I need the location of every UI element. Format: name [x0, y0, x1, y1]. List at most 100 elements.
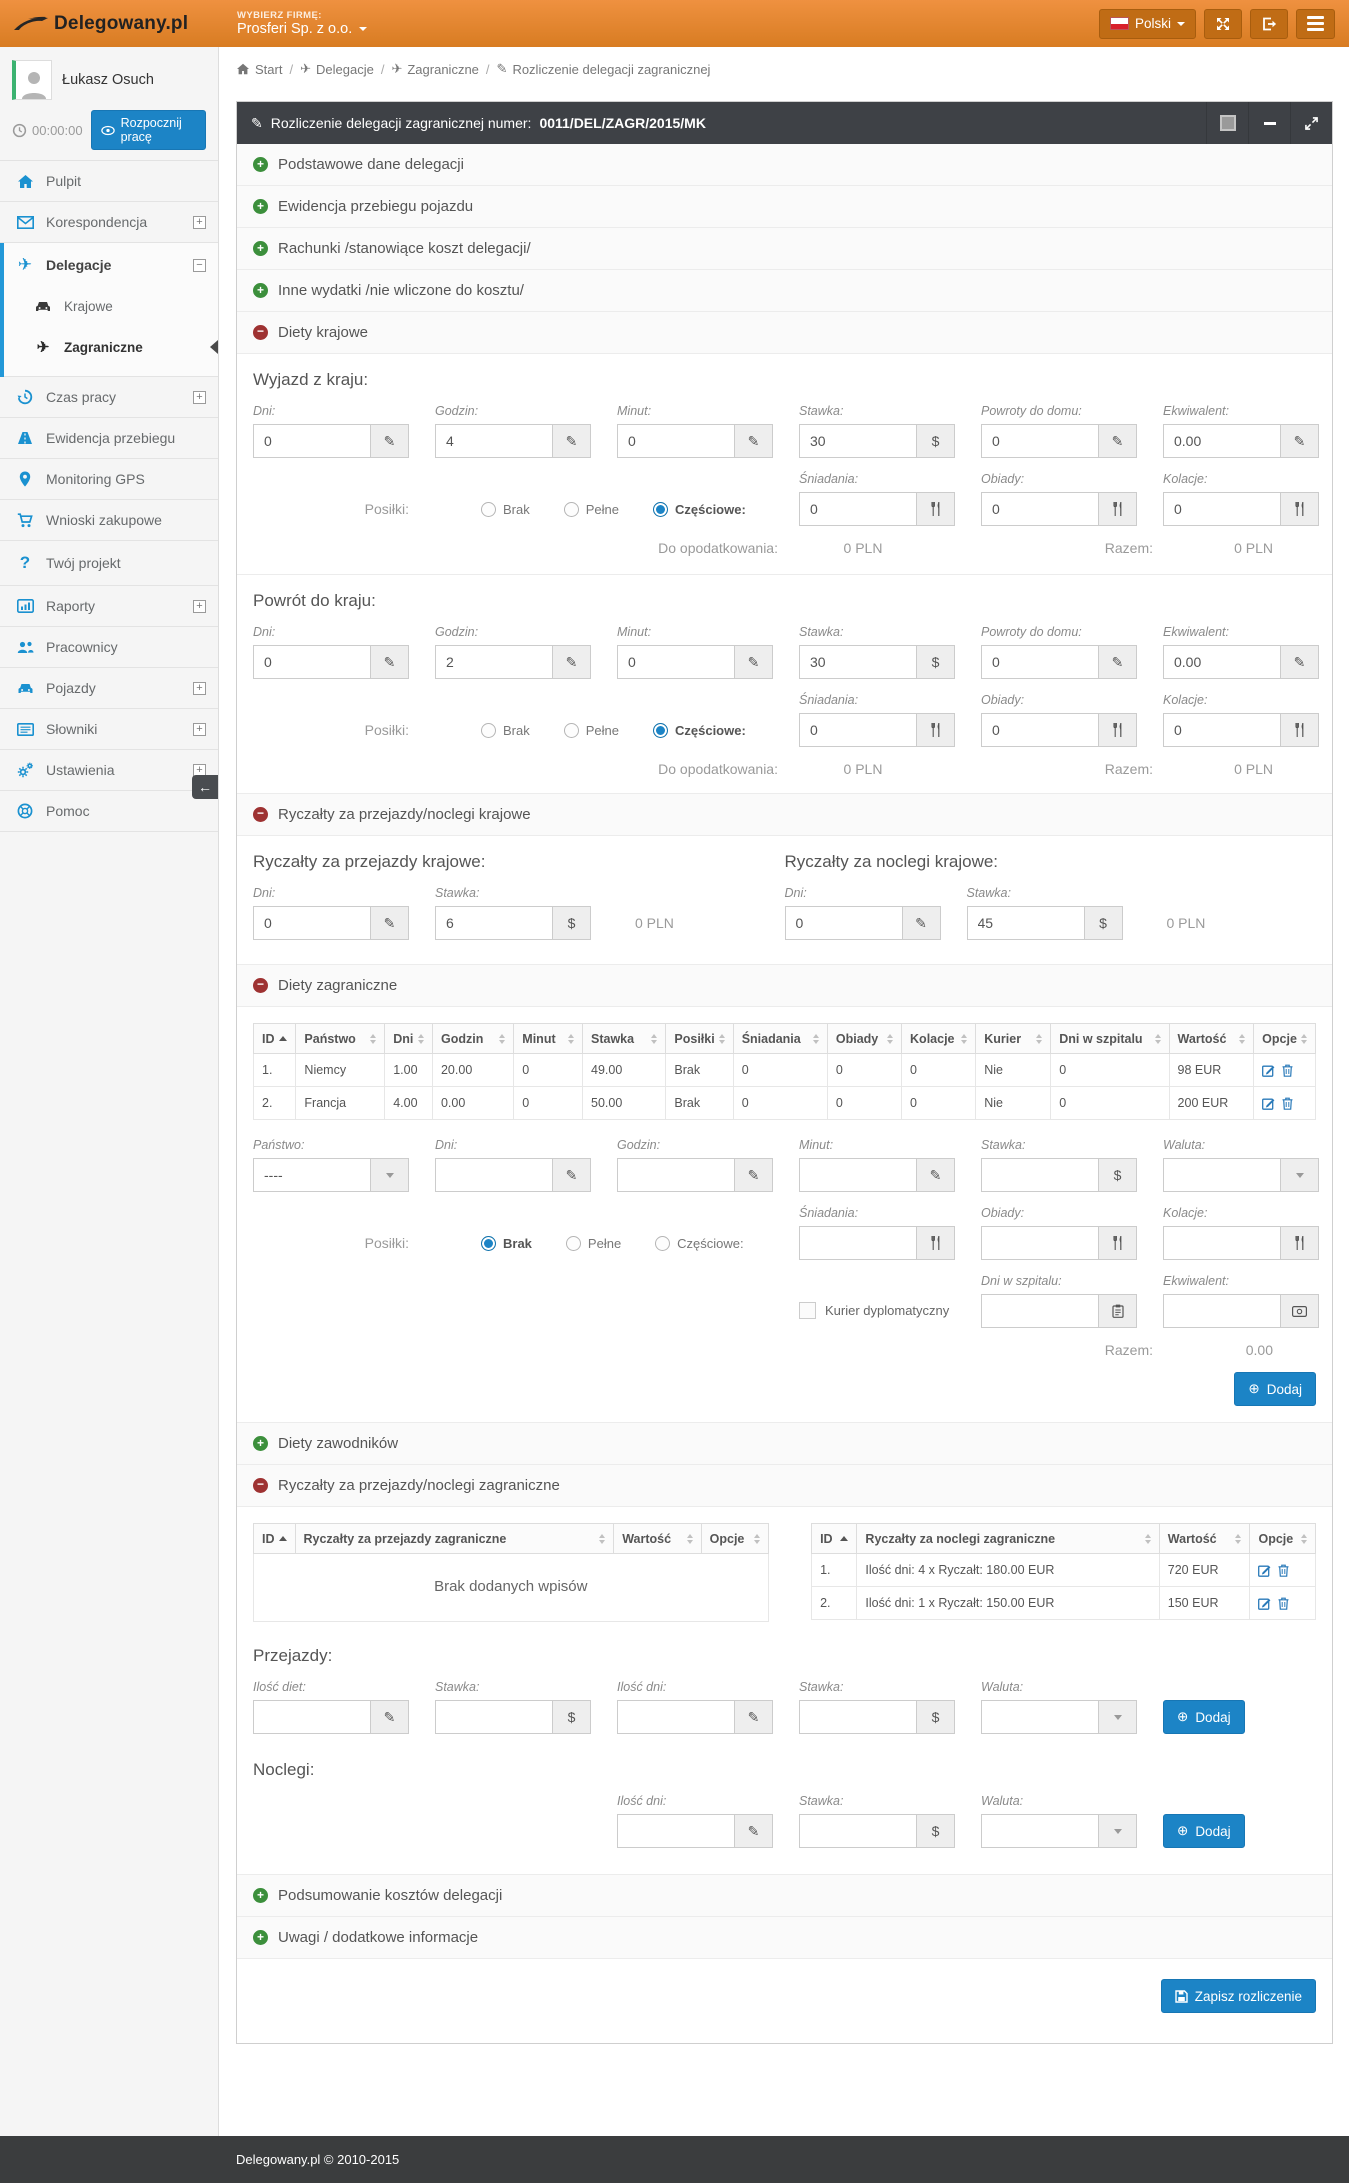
expand-icon[interactable]: +: [193, 215, 206, 229]
dieta-stawka-input[interactable]: [982, 1159, 1098, 1191]
trash-icon[interactable]: [1282, 1064, 1293, 1077]
section-ewidencja-przebiegu[interactable]: Ewidencja przebiegu pojazdu: [237, 186, 1332, 228]
panel-color-button[interactable]: [1206, 102, 1248, 144]
edit-icon[interactable]: [1258, 1564, 1271, 1577]
section-rachunki[interactable]: Rachunki /stanowiące koszt delegacji/: [237, 228, 1332, 270]
ryczalt-noclegi-stawka-input[interactable]: [967, 907, 1084, 939]
sidebar-item-delegacje[interactable]: ✈ Delegacje −: [4, 243, 218, 287]
language-selector[interactable]: Polski: [1098, 8, 1196, 39]
col-id[interactable]: ID: [811, 1523, 858, 1554]
ryczalt-noclegi-dni-input[interactable]: [785, 907, 902, 939]
powrot-kolacje-input[interactable]: [1164, 714, 1280, 746]
powrot-ekwiwalent-input[interactable]: [1164, 646, 1280, 678]
sidebar-item-zagraniczne[interactable]: ✈ Zagraniczne: [4, 326, 218, 368]
dieta-sniadania-input[interactable]: [800, 1227, 916, 1259]
col-ryczalty-przejazdy[interactable]: Ryczałty za przejazdy zagraniczne: [294, 1523, 615, 1554]
dieta-ekwiwalent-input[interactable]: [1164, 1295, 1280, 1327]
col-opcje[interactable]: Opcje: [1253, 1023, 1316, 1054]
przejazdy-waluta-select[interactable]: [981, 1700, 1137, 1734]
section-diety-krajowe[interactable]: Diety krajowe: [237, 312, 1332, 354]
dieta-dni-szpital-input[interactable]: [982, 1295, 1098, 1327]
wyjazd-sniadania-input[interactable]: [800, 493, 916, 525]
sidebar-item-korespondencja[interactable]: Korespondencja +: [0, 202, 218, 243]
expand-icon[interactable]: +: [193, 390, 206, 404]
powrot-godzin-input[interactable]: [436, 646, 552, 678]
col-godzin[interactable]: Godzin: [431, 1023, 515, 1054]
col-kolacje[interactable]: Kolacje: [901, 1023, 977, 1054]
sidebar-collapse-button[interactable]: ←: [192, 775, 218, 799]
noclegi-waluta-select[interactable]: [981, 1814, 1137, 1848]
kurier-dyplomatyczny-checkbox[interactable]: Kurier dyplomatyczny: [799, 1302, 949, 1319]
fullscreen-button[interactable]: [1204, 8, 1242, 39]
wyjazd-obiady-input[interactable]: [982, 493, 1098, 525]
panel-expand-button[interactable]: [1290, 102, 1332, 144]
powrot-obiady-input[interactable]: [982, 714, 1098, 746]
section-diety-zagraniczne[interactable]: Diety zagraniczne: [237, 965, 1332, 1007]
wyjazd-godzin-input[interactable]: [436, 425, 552, 457]
sidebar-item-slowniki[interactable]: Słowniki +: [0, 709, 218, 750]
powrot-posilki-brak-radio[interactable]: Brak: [481, 722, 530, 738]
logout-button[interactable]: [1250, 8, 1288, 39]
section-ryczalty-zagraniczne[interactable]: Ryczałty za przejazdy/noclegi zagraniczn…: [237, 1465, 1332, 1507]
collapse-icon[interactable]: −: [193, 258, 206, 272]
sidebar-item-ewidencja[interactable]: Ewidencja przebiegu: [0, 418, 218, 459]
expand-icon[interactable]: +: [193, 722, 206, 736]
breadcrumb-start[interactable]: Start: [236, 62, 282, 77]
dieta-posilki-pelne-radio[interactable]: Pełne: [565, 1235, 621, 1251]
wyjazd-powroty-input[interactable]: [982, 425, 1098, 457]
expand-icon[interactable]: +: [193, 599, 206, 613]
dieta-dni-input[interactable]: [436, 1159, 552, 1191]
logo[interactable]: Delegowany.pl: [0, 0, 219, 47]
edit-icon[interactable]: [1262, 1064, 1275, 1077]
dodaj-przejazd-button[interactable]: ⊕ Dodaj: [1163, 1700, 1245, 1734]
powrot-sniadania-input[interactable]: [800, 714, 916, 746]
section-ryczalty-krajowe[interactable]: Ryczałty za przejazdy/noclegi krajowe: [237, 794, 1332, 836]
trash-icon[interactable]: [1278, 1597, 1289, 1610]
col-wartosc[interactable]: Wartość: [1168, 1023, 1255, 1054]
col-kurier[interactable]: Kurier: [975, 1023, 1052, 1054]
company-selector[interactable]: WYBIERZ FIRMĘ: Prosferi Sp. z o.o.: [219, 0, 368, 47]
panstwo-select[interactable]: ----: [253, 1158, 409, 1192]
edit-icon[interactable]: [1262, 1097, 1275, 1110]
sidebar-item-krajowe[interactable]: Krajowe: [4, 287, 218, 326]
przejazdy-stawka-dni-input[interactable]: [800, 1701, 916, 1733]
col-dni-w-szpitalu[interactable]: Dni w szpitalu: [1050, 1023, 1170, 1054]
section-uwagi[interactable]: Uwagi / dodatkowe informacje: [237, 1917, 1332, 1959]
col-wartosc[interactable]: Wartość: [613, 1523, 702, 1554]
section-podstawowe-dane[interactable]: Podstawowe dane delegacji: [237, 144, 1332, 186]
noclegi-stawka-input[interactable]: [800, 1815, 916, 1847]
dieta-obiady-input[interactable]: [982, 1227, 1098, 1259]
expand-icon[interactable]: +: [193, 681, 206, 695]
waluta-select[interactable]: [1163, 1158, 1319, 1192]
section-diety-zawodnikow[interactable]: Diety zawodników: [237, 1423, 1332, 1465]
col-id[interactable]: ID: [252, 1023, 297, 1054]
menu-toggle-button[interactable]: [1296, 8, 1335, 39]
sidebar-item-pojazdy[interactable]: Pojazdy +: [0, 668, 218, 709]
wyjazd-posilki-pelne-radio[interactable]: Pełne: [563, 501, 619, 517]
col-id[interactable]: ID: [253, 1523, 296, 1554]
sidebar-item-pracownicy[interactable]: Pracownicy: [0, 627, 218, 668]
breadcrumb-delegacje[interactable]: ✈ Delegacje: [300, 61, 374, 77]
col-wartosc[interactable]: Wartość: [1158, 1523, 1251, 1554]
sidebar-item-pulpit[interactable]: Pulpit: [0, 161, 218, 202]
col-sniadania[interactable]: Śniadania: [732, 1023, 828, 1054]
powrot-posilki-pelne-radio[interactable]: Pełne: [563, 722, 619, 738]
powrot-posilki-czesciowe-radio[interactable]: Częściowe:: [652, 722, 746, 738]
dodaj-dieta-button[interactable]: ⊕ Dodaj: [1234, 1372, 1316, 1406]
powrot-minut-input[interactable]: [618, 646, 734, 678]
dodaj-nocleg-button[interactable]: ⊕ Dodaj: [1163, 1814, 1245, 1848]
wyjazd-posilki-brak-radio[interactable]: Brak: [481, 501, 530, 517]
start-work-button[interactable]: Rozpocznij pracę: [90, 110, 206, 150]
panel-minimize-button[interactable]: [1248, 102, 1290, 144]
przejazdy-ilosc-diet-input[interactable]: [254, 1701, 370, 1733]
breadcrumb-zagraniczne[interactable]: ✈ Zagraniczne: [391, 61, 479, 77]
col-opcje[interactable]: Opcje: [1249, 1523, 1316, 1554]
dieta-minut-input[interactable]: [800, 1159, 916, 1191]
col-obiady[interactable]: Obiady: [826, 1023, 903, 1054]
wyjazd-kolacje-input[interactable]: [1164, 493, 1280, 525]
wyjazd-minut-input[interactable]: [618, 425, 734, 457]
col-ryczalty-noclegi[interactable]: Ryczałty za noclegi zagraniczne: [856, 1523, 1160, 1554]
col-opcje[interactable]: Opcje: [700, 1523, 769, 1554]
powrot-dni-input[interactable]: [254, 646, 370, 678]
sidebar-item-raporty[interactable]: Raporty +: [0, 586, 218, 627]
